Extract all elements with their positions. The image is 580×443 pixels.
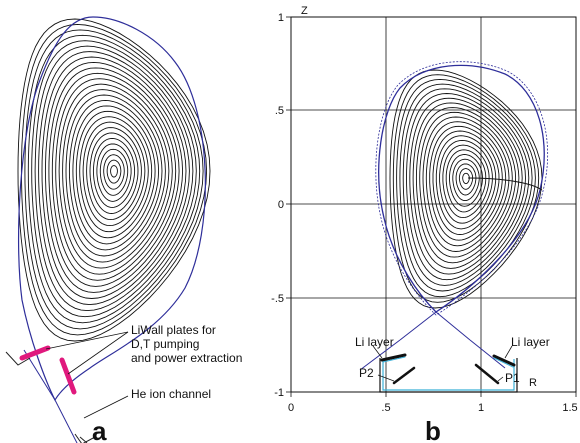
p2-label: P2 [359,366,374,380]
panel-a-x-point-legs [23,349,78,443]
flux-contour [41,56,187,299]
y-tick-neg1: -1 [274,387,284,399]
flux-contour [92,137,136,208]
panel-b-separatrix-outer [375,61,549,316]
flux-contour [422,116,510,252]
flux-contour [48,67,180,287]
panel-a-annotation-leaders [45,331,129,419]
flux-contour [44,61,184,293]
flux-contour [82,121,146,227]
panel-b-label: b [425,416,441,443]
panel-a-flux-contours [17,18,211,342]
liwall-label-line1: LiWall plates for [131,323,216,337]
flux-contour [406,93,526,281]
panel-a: LiWall plates for D,T pumping and power … [5,16,242,443]
liwall-label-line3: and power extraction [131,351,242,365]
flux-contour [415,107,517,264]
flux-contour [462,172,470,185]
flux-contour [399,83,533,292]
panel-b-target-plates [392,363,500,385]
panel-b-li-layers [380,353,516,368]
panel-a-liwall-plates [19,345,77,395]
li-layer-left-label: Li layer [355,335,394,349]
flux-contour [452,158,480,202]
x-tick-1: 1 [478,402,484,414]
flux-contour [72,105,156,245]
flux-contour [51,72,177,281]
x-tick-0: 0 [288,402,294,414]
flux-contour [458,168,474,190]
flux-contour [65,94,163,257]
panel-b-midplane-ray [467,177,543,191]
panel-b-separatrix [378,64,545,313]
flux-contour [429,125,503,241]
flux-contour [409,97,523,275]
flux-contour [442,144,490,219]
flux-contour [24,29,204,330]
flux-contour [86,127,142,221]
panel-a-separatrix [17,16,206,402]
flux-contour [412,102,520,269]
flux-contour [103,154,125,190]
flux-contour [445,149,487,213]
flux-contour [79,116,149,233]
y-tick-neg0.5: -.5 [271,293,284,305]
x-tick-0.5: .5 [381,402,390,414]
flux-contour [449,154,483,207]
flux-contour [392,74,540,303]
flux-contour [31,40,197,318]
flux-contour [106,159,122,184]
p1-label: P1 [505,371,520,385]
flux-contour [425,121,507,247]
liwall-label-line2: D,T pumping [131,337,199,351]
flux-contour [62,89,166,263]
flux-contour [17,18,211,342]
panel-b: Z R 1 .5 0 -.5 -1 0 .5 1 1.5 [271,5,577,443]
y-tick-0.5: .5 [275,105,284,117]
flux-contour [435,135,497,230]
flux-contour [55,78,173,275]
flux-contour [96,143,132,202]
panel-a-divertor-walls [5,351,96,443]
y-tick-1: 1 [278,12,284,24]
y-tick-0: 0 [278,199,284,211]
panel-b-y-axis-ticks [286,16,291,393]
flux-contour [75,110,153,239]
panel-b-annotation-leaders [372,345,513,382]
flux-contour [110,165,118,178]
flux-contour [34,45,194,312]
flux-contour [419,111,513,258]
x-tick-1.5: 1.5 [562,402,577,414]
flux-contour [432,130,500,235]
flux-contour [68,99,160,251]
flux-contour [58,83,170,269]
he-ion-channel-label: He ion channel [131,387,211,401]
flux-contour [402,88,530,286]
flux-contour [89,132,139,214]
panel-b-divertor-box [379,358,518,393]
flux-contour [38,51,190,306]
li-layer-right-label: Li layer [511,335,550,349]
z-axis-label: Z [301,5,308,17]
flux-contour [27,34,201,324]
flux-contour [439,139,493,224]
flux-contour [99,148,129,196]
panel-a-label: a [92,416,107,443]
panel-b-flux-contours [389,69,543,309]
r-axis-label: R [529,377,537,389]
flux-contour [389,69,543,309]
panel-b-x-axis-ticks [290,392,577,397]
flux-contour [455,163,477,196]
